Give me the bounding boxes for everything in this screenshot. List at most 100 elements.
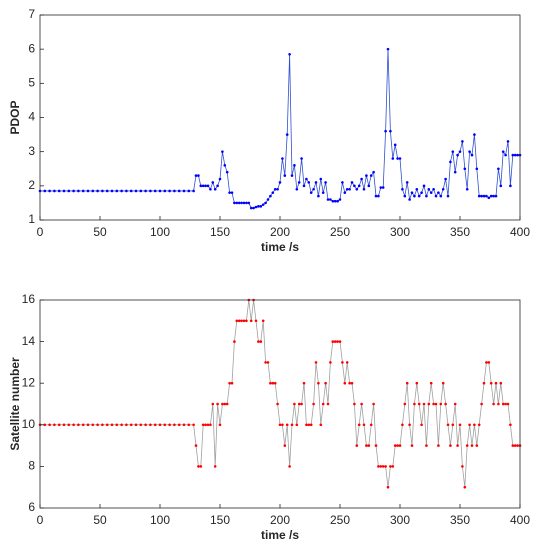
data-point <box>213 187 217 191</box>
data-point <box>461 465 464 468</box>
data-point <box>295 187 299 191</box>
data-point <box>271 191 275 194</box>
y-tick-label: 8 <box>28 459 35 473</box>
data-point <box>297 402 301 406</box>
data-point <box>441 187 445 191</box>
data-point <box>458 423 462 427</box>
data-point <box>242 201 246 205</box>
data-point <box>197 465 200 468</box>
data-point <box>425 194 428 198</box>
data-point <box>259 205 263 208</box>
data-point <box>266 198 270 201</box>
data-point <box>480 402 483 406</box>
data-point <box>57 189 61 193</box>
data-point <box>357 184 361 188</box>
data-point <box>381 186 385 189</box>
data-point <box>225 170 229 174</box>
data-point <box>283 174 287 177</box>
data-point <box>77 423 80 427</box>
data-point <box>194 174 198 177</box>
data-point <box>513 444 517 447</box>
data-point <box>449 160 452 164</box>
data-point <box>81 423 85 427</box>
data-point <box>153 189 157 193</box>
data-point <box>245 319 248 323</box>
data-point <box>357 423 361 427</box>
data-point <box>96 189 99 193</box>
data-point <box>228 191 231 194</box>
data-point <box>374 194 378 198</box>
data-point <box>408 198 411 201</box>
data-point <box>487 361 491 364</box>
data-point <box>470 444 474 447</box>
x-tick-label: 100 <box>150 513 170 527</box>
data-point <box>290 423 294 427</box>
data-point <box>437 191 440 194</box>
data-point <box>177 423 181 427</box>
data-point <box>297 181 301 184</box>
y-tick-label: 6 <box>28 500 35 514</box>
data-point <box>48 423 51 427</box>
data-point <box>432 187 435 191</box>
data-point <box>379 465 383 468</box>
data-point <box>115 189 119 193</box>
data-point <box>465 187 469 191</box>
x-tick-label: 250 <box>330 225 350 239</box>
data-point <box>465 444 469 447</box>
data-point <box>393 444 397 447</box>
data-point <box>485 194 488 198</box>
data-point <box>338 340 342 343</box>
y-tick-label: 6 <box>28 41 35 55</box>
data-point <box>403 194 407 198</box>
data-point <box>453 402 457 406</box>
data-point <box>477 423 481 427</box>
data-point <box>305 423 308 427</box>
data-point <box>324 381 327 385</box>
data-point <box>365 444 368 447</box>
data-point <box>475 444 479 447</box>
x-axis-label: time /s <box>261 528 299 542</box>
data-point <box>252 206 255 210</box>
data-point <box>314 181 318 184</box>
data-point <box>249 319 253 323</box>
data-point <box>317 381 320 385</box>
data-point <box>432 402 435 406</box>
data-point <box>233 201 236 205</box>
data-point <box>381 465 385 468</box>
x-tick-label: 50 <box>93 225 107 239</box>
data-point <box>489 381 493 385</box>
data-point <box>353 402 356 406</box>
data-point <box>480 194 483 198</box>
data-point <box>53 189 56 193</box>
data-point <box>509 184 512 188</box>
data-point <box>348 187 351 191</box>
data-point <box>384 465 387 468</box>
data-point <box>223 164 227 167</box>
data-point <box>439 402 443 406</box>
data-point <box>396 444 399 447</box>
data-point <box>273 187 277 191</box>
data-point <box>192 189 195 193</box>
data-point <box>307 181 311 184</box>
data-point <box>163 189 167 193</box>
data-point <box>149 189 152 193</box>
data-point <box>302 381 306 385</box>
data-point <box>355 187 359 191</box>
data-point <box>125 423 128 427</box>
x-tick-label: 0 <box>37 225 44 239</box>
data-point <box>240 201 243 205</box>
data-point <box>216 402 219 406</box>
data-point <box>444 402 447 406</box>
y-axis-label: PDOP <box>8 100 22 134</box>
data-point <box>355 444 359 447</box>
x-tick-label: 150 <box>210 513 230 527</box>
y-tick-label: 5 <box>28 76 35 90</box>
data-point <box>341 361 344 364</box>
data-point <box>317 194 320 198</box>
data-point <box>386 485 390 489</box>
data-point <box>504 402 507 406</box>
data-point <box>120 423 123 427</box>
data-point <box>353 184 356 188</box>
data-point <box>506 402 510 406</box>
data-point <box>149 423 152 427</box>
